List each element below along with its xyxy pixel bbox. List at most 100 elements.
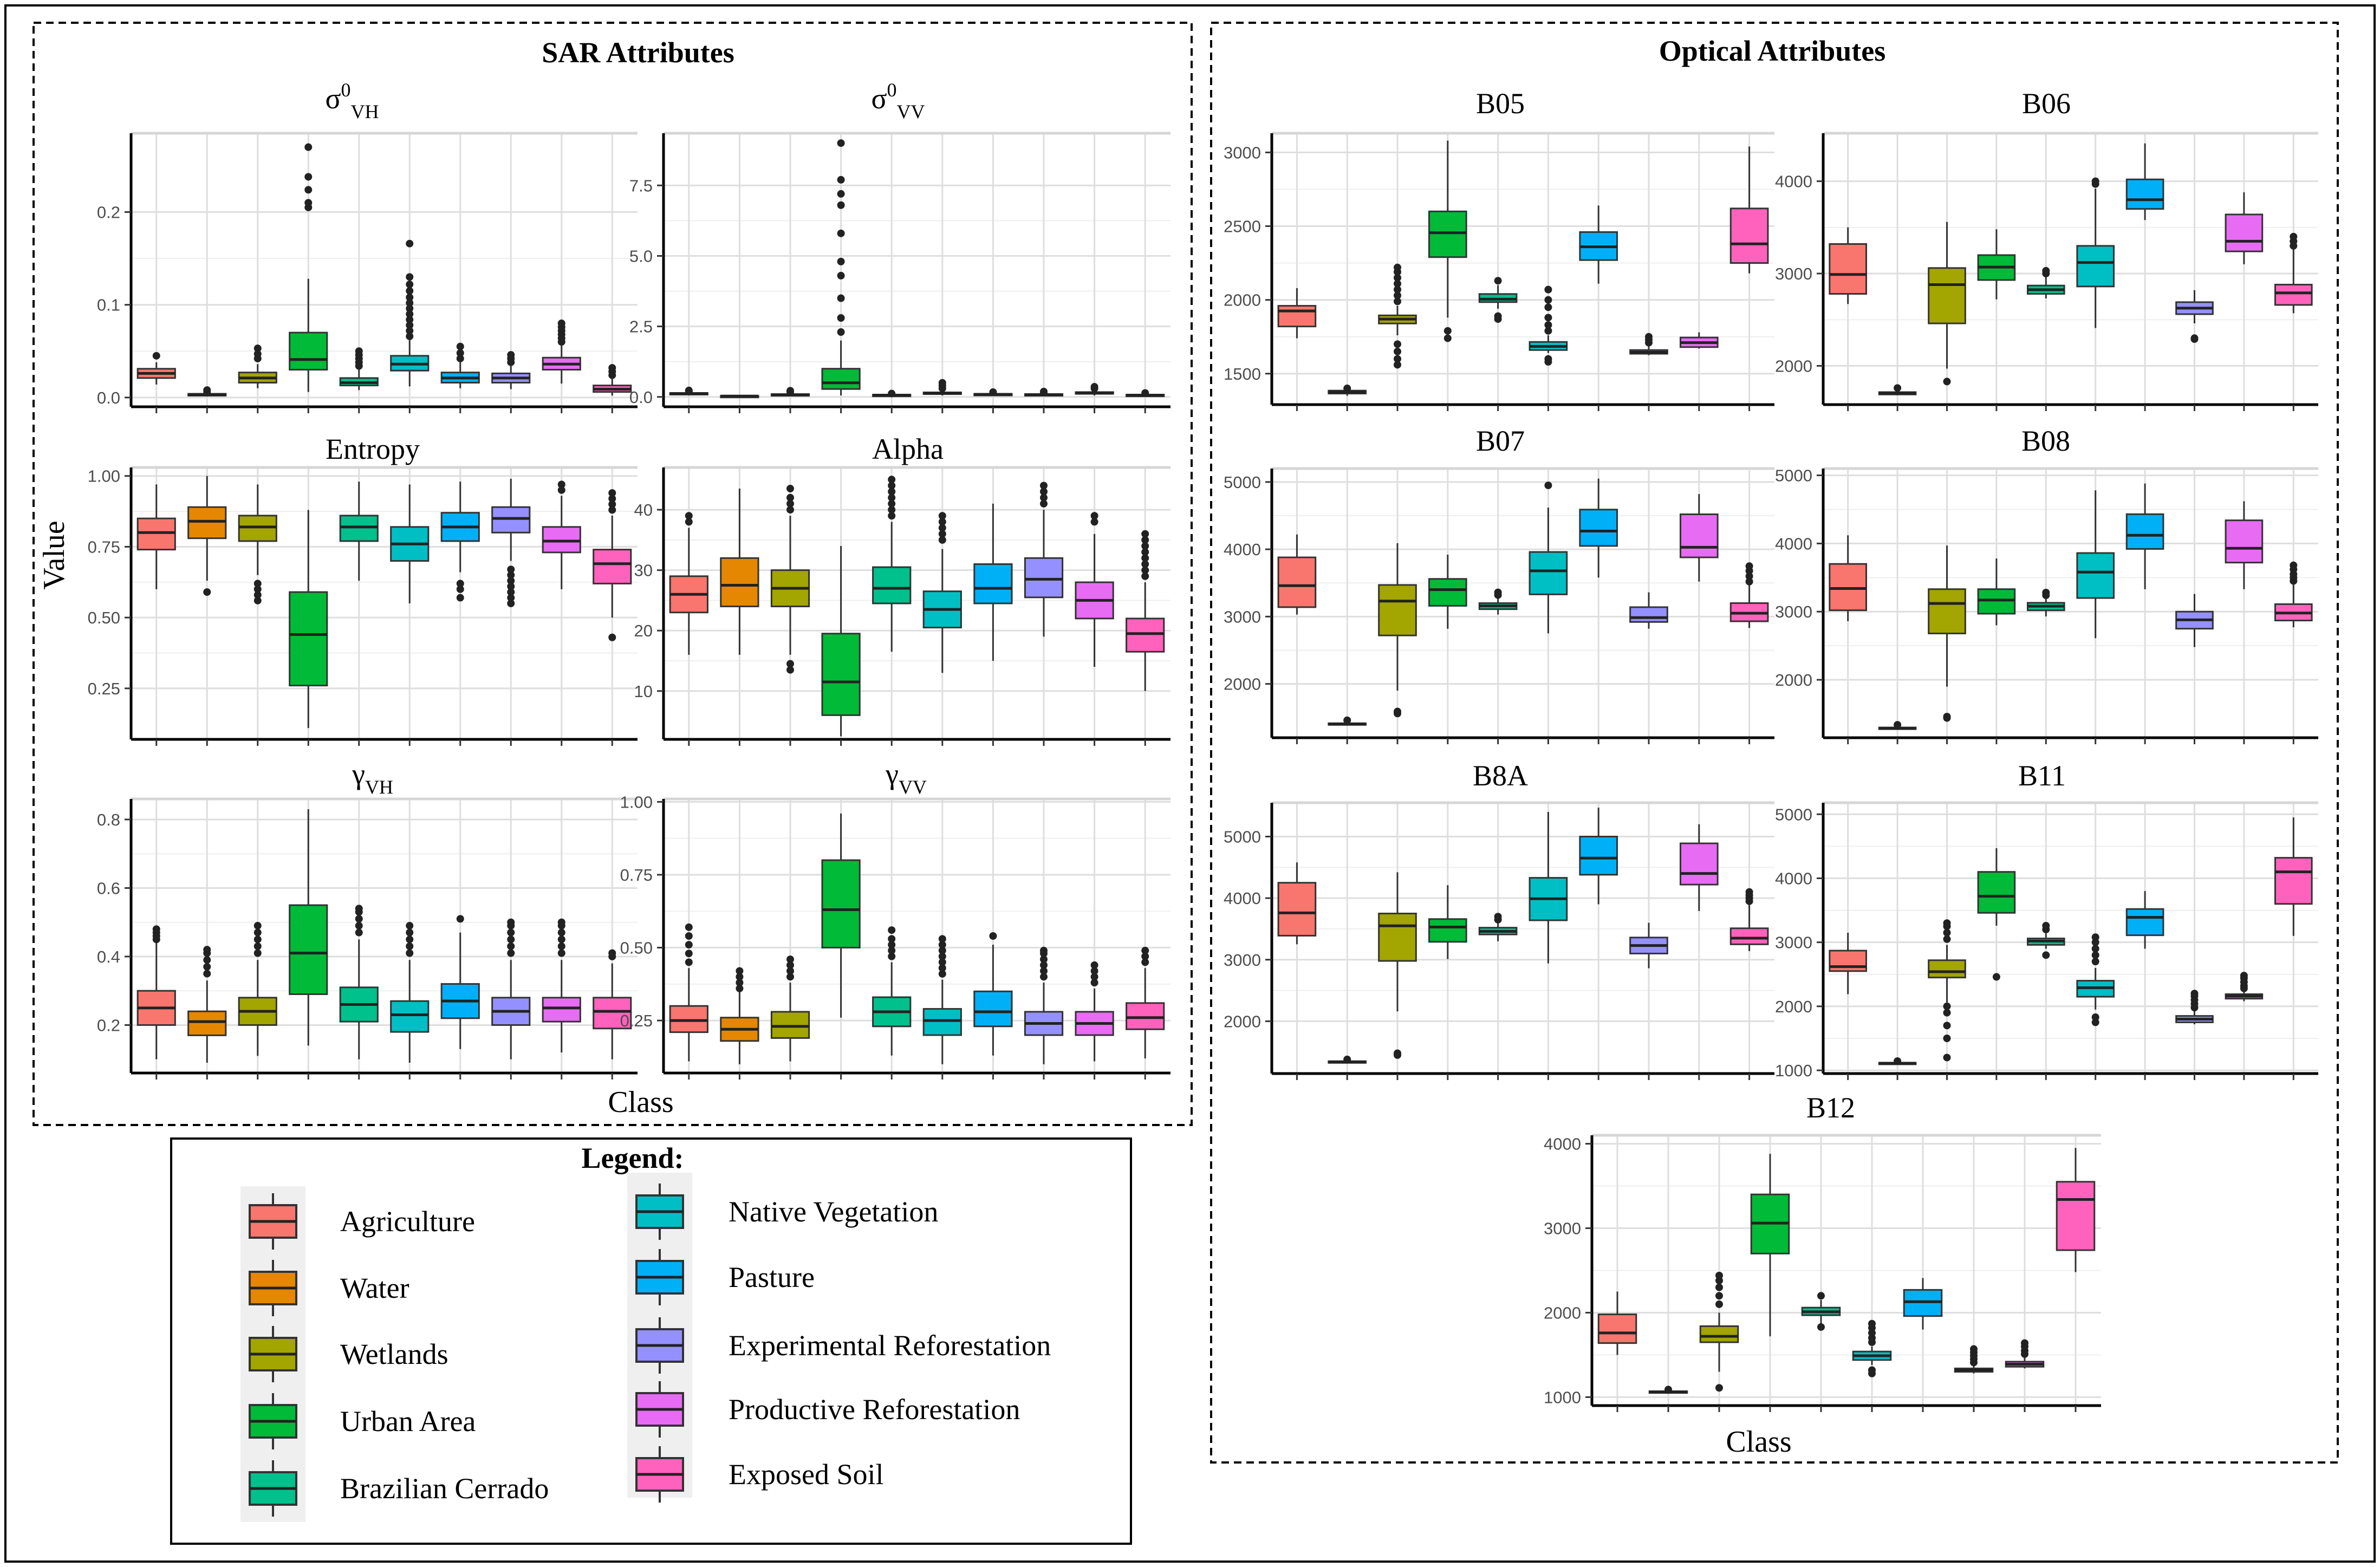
outlier-point (938, 952, 946, 960)
outlier-point (608, 495, 616, 503)
box-b05-8 (1629, 333, 1668, 355)
outlier-point (557, 486, 565, 494)
box-sigma_vh-2 (187, 386, 227, 397)
box-entropy-5 (339, 482, 379, 581)
outlier-point (1544, 327, 1552, 335)
y-tick-label: 4000 (1775, 869, 1812, 888)
box-sigma_vv-6 (922, 379, 962, 396)
panel-title: Alpha (872, 433, 944, 465)
outlier-point (786, 499, 794, 508)
outlier-point (1090, 973, 1098, 981)
box-entropy-8 (491, 478, 531, 607)
box-iqr (238, 515, 277, 542)
y-tick-label: 0.2 (97, 1016, 120, 1035)
outlier-point (304, 143, 313, 151)
outlier-point (837, 190, 845, 198)
box-b11-5 (2026, 921, 2065, 959)
box-entropy-2 (187, 476, 227, 596)
outlier-point (888, 476, 896, 484)
outlier-point (938, 530, 946, 538)
outlier-point (1544, 321, 1552, 329)
outlier-point (1715, 1271, 1723, 1279)
outlier-point (837, 201, 845, 209)
box-iqr (1277, 882, 1317, 937)
y-tick-label: 2000 (1224, 675, 1261, 694)
box-b05-7 (1579, 205, 1618, 284)
box-gamma_vv-4 (821, 813, 861, 1018)
box-b11-9 (2225, 972, 2264, 1002)
outlier-point (1343, 1055, 1351, 1063)
outlier-point (888, 389, 896, 398)
box-sigma_vh-10 (593, 364, 632, 396)
outlier-point (203, 963, 211, 971)
outlier-point (608, 364, 616, 372)
outlier-point (685, 518, 693, 526)
outlier-point (406, 310, 414, 318)
box-b08-7 (2125, 483, 2164, 589)
y-tick-label: 3000 (1224, 607, 1261, 626)
box-b06-10 (2274, 232, 2313, 314)
legend-entry-exposed-soil: Exposed Soil (635, 1446, 884, 1503)
outlier-point (1544, 303, 1552, 311)
box-iqr (1928, 959, 1966, 979)
panel-entropy: 0.25 0.50 0.75 1.00 Entropy (88, 433, 638, 746)
outlier-point (1090, 512, 1098, 520)
box-iqr (770, 1011, 810, 1039)
outlier-point (355, 915, 363, 923)
title-superscript: 0 (887, 79, 897, 101)
outlier-point (406, 287, 414, 295)
box-gamma_vh-10 (593, 949, 632, 1059)
title-superscript: 0 (341, 79, 351, 101)
box-iqr (1378, 584, 1417, 636)
title-subscript: VV (899, 776, 927, 798)
box-iqr (1428, 918, 1467, 943)
outlier-point (1715, 1300, 1723, 1308)
box-iqr (1829, 243, 1868, 295)
outlier-point (203, 970, 211, 978)
outlier-point (2091, 933, 2099, 941)
y-tick-label: 0.75 (88, 537, 120, 556)
box-b05-6 (1529, 285, 1568, 366)
box-iqr (1928, 267, 1966, 324)
box-b11-8 (2175, 990, 2214, 1024)
box-gamma_vh-8 (491, 918, 531, 1059)
box-iqr (821, 368, 861, 390)
outlier-point (2091, 177, 2099, 185)
outlier-point (253, 591, 262, 599)
outlier-point (557, 918, 565, 926)
box-b07-10 (1729, 562, 1769, 628)
box-alpha-7 (973, 503, 1013, 661)
outlier-point (938, 379, 946, 387)
box-b05-5 (1478, 277, 1518, 323)
outlier-point (1141, 554, 1149, 562)
box-iqr (289, 331, 328, 371)
box-b08-6 (2076, 490, 2115, 639)
outlier-point (888, 926, 896, 934)
outlier-point (1664, 1386, 1672, 1394)
outlier-point (989, 932, 997, 940)
outlier-point (406, 928, 414, 937)
outlier-point (406, 327, 414, 335)
y-tick-label: 5000 (1224, 828, 1261, 847)
outlier-point (1894, 384, 1902, 392)
y-tick-label: 0.2 (97, 203, 120, 222)
y-tick-label: 2000 (1775, 997, 1812, 1016)
outlier-point (2190, 334, 2199, 342)
y-tick-label: 3000 (1224, 143, 1261, 162)
outlier-point (507, 571, 515, 579)
box-alpha-2 (720, 489, 759, 655)
outlier-point (152, 352, 160, 360)
legend-label: Experimental Reforestation (729, 1329, 1051, 1362)
box-iqr (1126, 1002, 1165, 1030)
panel-alpha: 10 20 30 40 Alpha (634, 433, 1171, 746)
y-tick-label: 2000 (1224, 1012, 1261, 1031)
outlier-point (456, 349, 464, 357)
panel-title: B06 (2022, 87, 2071, 120)
outlier-point (1868, 1366, 1876, 1374)
box-iqr (2125, 513, 2164, 550)
outlier-point (557, 480, 565, 489)
box-b06-4 (1977, 229, 2016, 300)
outlier-point (1394, 347, 1401, 355)
outlier-point (608, 489, 616, 497)
outlier-point (1141, 548, 1149, 556)
